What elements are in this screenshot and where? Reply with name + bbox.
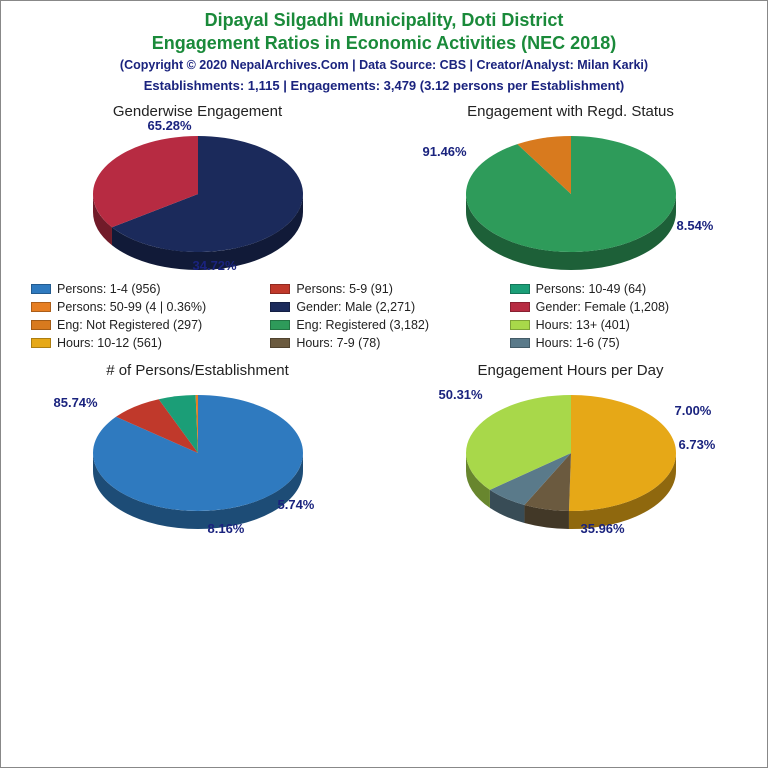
copyright-line: (Copyright © 2020 NepalArchives.Com | Da… [11, 58, 757, 72]
legend-label: Eng: Not Registered (297) [57, 318, 202, 332]
legend-label: Hours: 7-9 (78) [296, 336, 380, 350]
pie-hours: 50.31%7.00%6.73%35.96% [451, 381, 691, 531]
legend-label: Persons: 10-49 (64) [536, 282, 646, 296]
pie-persons: 85.74%8.16%5.74% [78, 381, 318, 531]
charts-row-top: Genderwise Engagement 65.28%34.72% Engag… [1, 103, 767, 272]
legend-label: Hours: 13+ (401) [536, 318, 630, 332]
legend-swatch [31, 302, 51, 312]
pie-slice-label: 34.72% [193, 258, 237, 273]
chart-persons: # of Persons/Establishment 85.74%8.16%5.… [18, 362, 378, 531]
legend-swatch [31, 338, 51, 348]
legend-item: Gender: Female (1,208) [510, 300, 737, 314]
legend-item: Hours: 7-9 (78) [270, 336, 497, 350]
pie-slice-label: 65.28% [148, 118, 192, 133]
pie-slice-label: 91.46% [423, 144, 467, 159]
chart-title: Genderwise Engagement [18, 103, 378, 120]
legend-item: Eng: Not Registered (297) [31, 318, 258, 332]
chart-title: Engagement with Regd. Status [391, 103, 751, 120]
legend-label: Persons: 50-99 (4 | 0.36%) [57, 300, 206, 314]
stats-line: Establishments: 1,115 | Engagements: 3,4… [11, 78, 757, 93]
legend-swatch [270, 284, 290, 294]
title-line1: Dipayal Silgadhi Municipality, Doti Dist… [11, 9, 757, 32]
legend-swatch [270, 320, 290, 330]
pie-slice-label: 7.00% [675, 403, 712, 418]
legend-item: Hours: 13+ (401) [510, 318, 737, 332]
pie-slice-label: 50.31% [439, 387, 483, 402]
pie-slice-label: 6.73% [679, 437, 716, 452]
chart-regd: Engagement with Regd. Status 91.46%8.54% [391, 103, 751, 272]
chart-hours: Engagement Hours per Day 50.31%7.00%6.73… [391, 362, 751, 531]
legend-item: Persons: 50-99 (4 | 0.36%) [31, 300, 258, 314]
legend-item: Persons: 1-4 (956) [31, 282, 258, 296]
legend-label: Hours: 10-12 (561) [57, 336, 162, 350]
pie-gender: 65.28%34.72% [78, 122, 318, 272]
legend-item: Hours: 1-6 (75) [510, 336, 737, 350]
charts-row-bottom: # of Persons/Establishment 85.74%8.16%5.… [1, 362, 767, 531]
legend-item: Persons: 10-49 (64) [510, 282, 737, 296]
chart-title: # of Persons/Establishment [18, 362, 378, 379]
legend-label: Gender: Female (1,208) [536, 300, 669, 314]
pie-slice-label: 5.74% [278, 497, 315, 512]
legend-swatch [31, 320, 51, 330]
title-line2: Engagement Ratios in Economic Activities… [11, 32, 757, 55]
legend-swatch [31, 284, 51, 294]
legend-swatch [270, 338, 290, 348]
legend-item: Hours: 10-12 (561) [31, 336, 258, 350]
pie-slice-label: 85.74% [54, 395, 98, 410]
legend-item: Persons: 5-9 (91) [270, 282, 497, 296]
legend-item: Gender: Male (2,271) [270, 300, 497, 314]
legend-swatch [510, 320, 530, 330]
header: Dipayal Silgadhi Municipality, Doti Dist… [1, 1, 767, 97]
legend-label: Eng: Registered (3,182) [296, 318, 429, 332]
legend-swatch [510, 302, 530, 312]
chart-title: Engagement Hours per Day [391, 362, 751, 379]
pie-slice-label: 8.16% [208, 521, 245, 536]
legend-item: Eng: Registered (3,182) [270, 318, 497, 332]
legend-label: Hours: 1-6 (75) [536, 336, 620, 350]
legend-label: Gender: Male (2,271) [296, 300, 415, 314]
legend: Persons: 1-4 (956) Persons: 5-9 (91) Perso… [1, 272, 767, 354]
chart-gender: Genderwise Engagement 65.28%34.72% [18, 103, 378, 272]
legend-swatch [510, 338, 530, 348]
legend-label: Persons: 1-4 (956) [57, 282, 161, 296]
legend-swatch [510, 284, 530, 294]
legend-label: Persons: 5-9 (91) [296, 282, 393, 296]
pie-slice-label: 8.54% [677, 218, 714, 233]
pie-regd: 91.46%8.54% [451, 122, 691, 272]
pie-slice-label: 35.96% [581, 521, 625, 536]
legend-swatch [270, 302, 290, 312]
